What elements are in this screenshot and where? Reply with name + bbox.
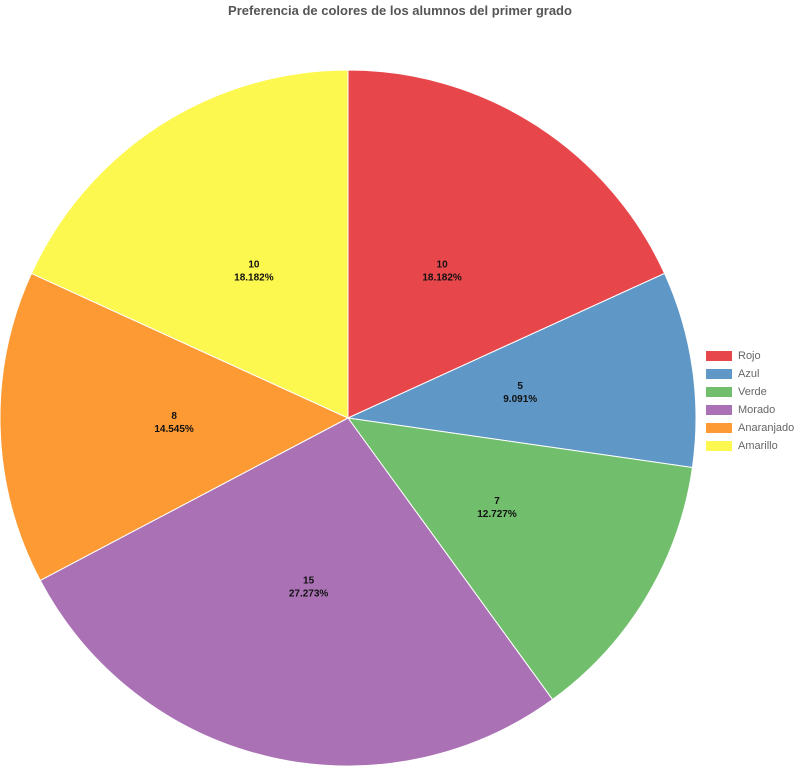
slice-value-label: 10 (248, 260, 260, 271)
legend-label: Anaranjado (738, 422, 795, 434)
legend-item-verde[interactable]: Verde (706, 383, 794, 401)
legend-swatch (706, 423, 732, 433)
slice-value-label: 15 (303, 576, 315, 587)
slice-percent-label: 12.727% (477, 509, 517, 520)
slice-percent-label: 18.182% (422, 273, 462, 284)
slice-value-label: 8 (171, 411, 177, 422)
slice-value-label: 7 (494, 496, 500, 507)
pie-slice-morado[interactable] (39, 417, 554, 767)
pie-slice-amarillo[interactable] (30, 69, 349, 419)
pie-slice-verde[interactable] (346, 417, 694, 701)
legend-swatch (706, 351, 732, 361)
legend-label: Rojo (738, 350, 761, 362)
legend-swatch (706, 405, 732, 415)
slice-percent-label: 14.545% (154, 424, 194, 435)
legend-label: Azul (738, 368, 760, 380)
legend-label: Amarillo (738, 440, 778, 452)
slice-value-label: 10 (437, 260, 449, 271)
chart-title: Preferencia de colores de los alumnos de… (228, 3, 572, 18)
legend-label: Verde (738, 386, 767, 398)
legend-swatch (706, 441, 732, 451)
legend-swatch (706, 369, 732, 379)
legend-item-rojo[interactable]: Rojo (706, 347, 794, 365)
legend-label: Morado (738, 404, 776, 416)
pie-slice-anaranjado[interactable] (0, 272, 350, 582)
slice-percent-label: 18.182% (234, 273, 274, 284)
legend-swatch (706, 387, 732, 397)
slice-percent-label: 9.091% (503, 394, 537, 405)
legend: Rojo Azul Verde Morado Anaranjado Amarillo (706, 347, 794, 455)
slice-value-label: 5 (517, 381, 523, 392)
legend-item-anaranjado[interactable]: Anaranjado (706, 419, 794, 437)
legend-item-amarillo[interactable]: Amarillo (706, 437, 794, 455)
pie-slice-azul[interactable] (346, 272, 697, 469)
pie-slice-rojo[interactable] (347, 69, 666, 419)
slice-percent-label: 27.273% (289, 589, 329, 600)
legend-item-morado[interactable]: Morado (706, 401, 794, 419)
legend-item-azul[interactable]: Azul (706, 365, 794, 383)
